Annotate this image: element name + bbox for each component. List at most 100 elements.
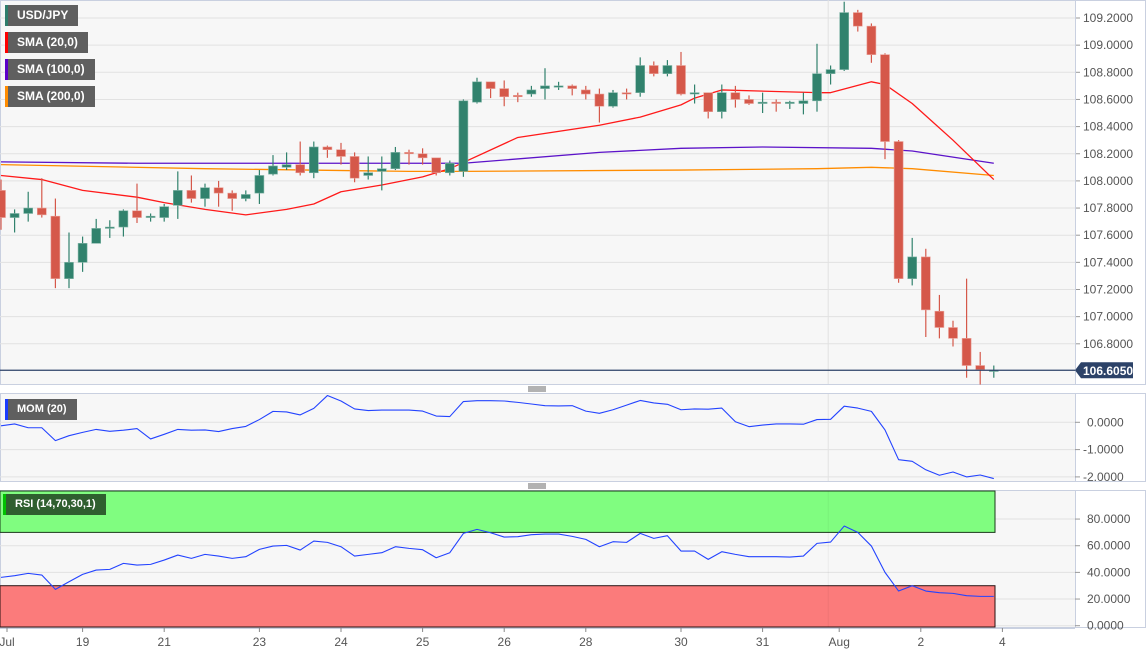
candle-bearish[interactable] <box>866 23 877 63</box>
candle-bullish[interactable] <box>241 190 251 202</box>
candle-bearish[interactable] <box>920 248 931 338</box>
legend-usdjpy[interactable]: USD/JPY <box>5 5 79 26</box>
candle-bullish[interactable] <box>635 57 646 97</box>
candle-bearish[interactable] <box>567 84 578 96</box>
candle-bullish[interactable] <box>444 160 455 176</box>
candle-bullish[interactable] <box>608 89 618 108</box>
rsi-panel[interactable]: 80.0000 60.0000 40.0000 20.0000 0.0000 <box>0 490 1146 633</box>
candle-bearish[interactable] <box>186 175 197 203</box>
candle-bearish[interactable] <box>36 178 47 218</box>
candle-bearish[interactable] <box>213 180 224 207</box>
legend-rsi[interactable]: RSI (14,70,30,1) <box>3 494 106 515</box>
candle-bullish[interactable] <box>689 84 700 104</box>
candle-bearish[interactable] <box>349 152 360 183</box>
legend-sma-20[interactable]: SMA (20,0) <box>5 32 88 53</box>
candle-bearish[interactable] <box>852 9 863 32</box>
candle-bearish[interactable] <box>594 88 605 123</box>
candle-bullish[interactable] <box>363 156 374 180</box>
candle-body <box>825 69 836 74</box>
candle-bullish[interactable] <box>254 170 265 204</box>
momentum-plot-background[interactable] <box>0 394 1075 481</box>
candle-bearish[interactable] <box>771 99 782 112</box>
legend-label: MOM (20) <box>17 403 67 415</box>
candle-bullish[interactable] <box>839 1 850 71</box>
candle-bullish[interactable] <box>281 152 292 171</box>
candle-bullish[interactable] <box>662 60 673 77</box>
candle-bearish[interactable] <box>703 92 714 119</box>
candle-bearish[interactable] <box>295 141 306 176</box>
candle-bearish[interactable] <box>336 142 346 165</box>
candle-bullish[interactable] <box>526 85 537 97</box>
candle-bullish[interactable] <box>145 213 156 222</box>
candle-bearish[interactable] <box>676 51 686 96</box>
candle-body <box>866 25 877 55</box>
candle-bearish[interactable] <box>499 80 510 107</box>
candle-body <box>241 194 251 199</box>
price-tick-label: 107.8000 <box>1083 201 1133 215</box>
panel-resize-handle[interactable] <box>528 483 546 489</box>
momentum-tick-label: -1.0000 <box>1083 443 1124 457</box>
candle-bearish[interactable] <box>485 81 496 99</box>
candle-bullish[interactable] <box>540 68 550 100</box>
price-tick-label: 108.8000 <box>1083 65 1133 79</box>
panel-resize-handle[interactable] <box>528 386 546 392</box>
candle-body <box>485 81 496 89</box>
panel-resize-handles[interactable] <box>528 386 546 489</box>
candle-bearish[interactable] <box>404 149 414 165</box>
candle-bearish[interactable] <box>961 278 972 378</box>
momentum-panel[interactable]: 0.0000 -1.0000 -2.0000 <box>0 393 1146 484</box>
legend-label: RSI (14,70,30,1) <box>15 498 96 510</box>
candle-bullish[interactable] <box>159 203 169 222</box>
candle-bullish[interactable] <box>784 100 795 109</box>
candle-bullish[interactable] <box>308 141 319 179</box>
candle-bullish[interactable] <box>23 191 34 222</box>
candle-bullish[interactable] <box>200 183 210 207</box>
candle-bearish[interactable] <box>621 88 632 100</box>
candle-body <box>118 210 129 228</box>
candle-bullish[interactable] <box>390 146 401 171</box>
candle-bullish[interactable] <box>77 236 88 272</box>
candle-bullish[interactable] <box>64 232 74 289</box>
price-plot-background[interactable] <box>0 0 1075 384</box>
candle-bearish[interactable] <box>880 53 890 160</box>
candle-bullish[interactable] <box>553 81 564 90</box>
price-panel[interactable]: 109.2000 109.0000 108.8000 108.6000 108.4000… <box>0 0 1146 385</box>
candle-bullish[interactable] <box>798 92 809 115</box>
candle-bullish[interactable] <box>458 99 469 177</box>
candle-bearish[interactable] <box>893 140 904 283</box>
candle-bearish[interactable] <box>648 61 659 77</box>
candle-bearish[interactable] <box>132 183 142 223</box>
candle-bullish[interactable] <box>9 209 20 233</box>
candle-bearish[interactable] <box>730 85 741 108</box>
candle-bearish[interactable] <box>417 148 428 165</box>
legend-sma-200[interactable]: SMA (200,0) <box>5 86 95 107</box>
candle-bullish[interactable] <box>825 65 836 85</box>
candle-bearish[interactable] <box>322 145 333 158</box>
candle-bearish[interactable] <box>975 351 986 385</box>
legend-momentum[interactable]: MOM (20) <box>5 399 77 420</box>
candle-bullish[interactable] <box>472 77 482 104</box>
candle-bullish[interactable] <box>907 237 918 286</box>
candle-bullish[interactable] <box>376 156 387 191</box>
candle-bearish[interactable] <box>580 85 591 100</box>
candle-bearish[interactable] <box>512 92 523 103</box>
candle-bearish[interactable] <box>934 294 945 339</box>
sma-20-line <box>0 81 995 216</box>
candle-body <box>757 101 768 104</box>
candle-bullish[interactable] <box>716 84 727 119</box>
candle-bullish[interactable] <box>812 43 822 112</box>
candle-bearish[interactable] <box>744 95 754 105</box>
date-tick-label: 24 <box>334 635 348 649</box>
candle-bearish[interactable] <box>948 320 958 347</box>
candle-bullish[interactable] <box>757 92 768 114</box>
candle-bearish[interactable] <box>431 157 442 176</box>
candle-bullish[interactable] <box>91 218 101 244</box>
candle-bullish[interactable] <box>268 155 278 176</box>
candle-bearish[interactable] <box>227 190 237 211</box>
candle-bearish[interactable] <box>0 179 6 230</box>
candle-bullish[interactable] <box>105 220 115 238</box>
candle-bullish[interactable] <box>118 209 129 237</box>
candle-bearish[interactable] <box>50 198 61 289</box>
legend-sma-100[interactable]: SMA (100,0) <box>5 59 95 80</box>
candle-bullish[interactable] <box>173 171 183 219</box>
